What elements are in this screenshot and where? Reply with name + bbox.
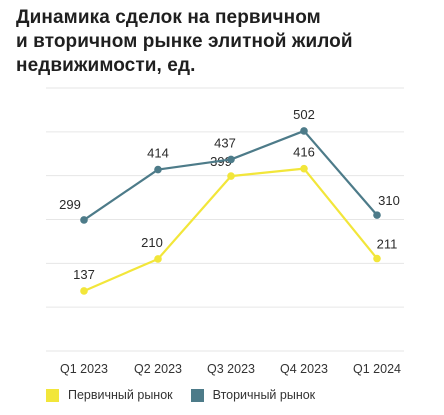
x-tick-label: Q1 2024	[353, 362, 401, 376]
chart-title-line-1: Динамика сделок на первичном	[16, 7, 321, 28]
series-line	[83, 167, 378, 292]
data-point	[154, 255, 162, 263]
data-label: 299	[59, 197, 81, 212]
data-point	[300, 127, 308, 135]
data-label: 414	[147, 146, 169, 161]
data-label: 437	[214, 135, 236, 150]
legend-swatch-primary	[46, 388, 59, 402]
legend-item-primary: Первичный рынок	[46, 388, 173, 402]
legend-label-primary: Первичный рынок	[68, 388, 173, 402]
data-point	[80, 287, 88, 295]
legend-label-secondary: Вторичный рынок	[212, 388, 316, 402]
data-point	[373, 254, 381, 263]
data-label: 137	[73, 267, 95, 282]
data-point	[227, 172, 235, 180]
data-label: 211	[377, 237, 398, 252]
chart-title-line-3: недвижимости, ед.	[16, 55, 196, 76]
x-tick-label: Q2 2023	[134, 362, 182, 376]
data-point	[300, 164, 308, 173]
data-point	[373, 211, 381, 219]
data-point	[154, 165, 162, 174]
data-label: 310	[378, 193, 400, 208]
x-tick-label: Q4 2023	[280, 362, 328, 376]
x-tick-label: Q1 2023	[60, 362, 108, 376]
data-label: 502	[293, 107, 315, 122]
x-tick-label: Q3 2023	[207, 362, 255, 376]
data-label: 416	[293, 145, 315, 160]
chart-title: Динамика сделок на первичном и вторичном…	[16, 6, 436, 78]
legend-swatch-secondary	[190, 388, 204, 402]
chart-legend: Первичный рынок Вторичный рынок	[46, 388, 333, 402]
legend-item-secondary: Вторичный рынок	[190, 388, 316, 402]
data-point	[80, 216, 88, 224]
data-label: 210	[141, 235, 163, 250]
data-point	[227, 155, 235, 164]
chart-title-line-2: и вторичном рынке элитной жилой	[16, 31, 353, 52]
